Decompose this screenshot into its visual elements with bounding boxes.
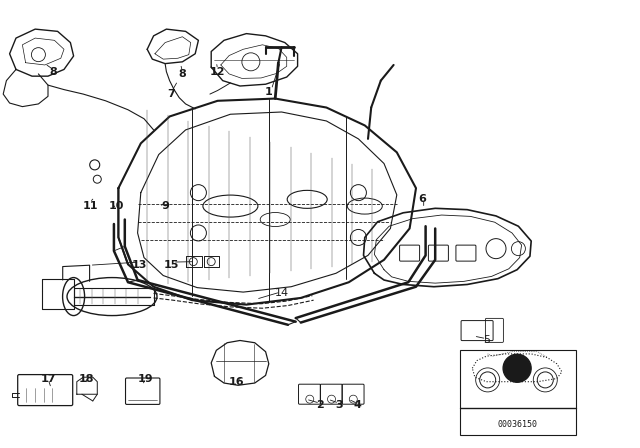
Text: 13: 13 xyxy=(132,260,147,270)
Text: 7: 7 xyxy=(168,89,175,99)
Text: 6: 6 xyxy=(419,194,426,204)
Text: 2: 2 xyxy=(316,401,324,410)
Text: 9: 9 xyxy=(161,201,169,211)
Text: 18: 18 xyxy=(79,374,94,383)
Text: 15: 15 xyxy=(164,260,179,270)
Text: 8: 8 xyxy=(49,67,57,77)
Text: 1: 1 xyxy=(265,87,273,97)
Text: 17: 17 xyxy=(40,374,56,383)
Text: 00036150: 00036150 xyxy=(497,420,537,429)
Text: 11: 11 xyxy=(83,201,99,211)
Circle shape xyxy=(538,372,553,388)
Text: 12: 12 xyxy=(210,67,225,77)
Text: 10: 10 xyxy=(109,201,124,211)
Text: 8: 8 xyxy=(179,69,186,79)
Text: 19: 19 xyxy=(138,374,154,383)
Text: 16: 16 xyxy=(229,377,244,387)
Text: 5: 5 xyxy=(483,336,490,345)
Circle shape xyxy=(480,372,496,388)
Text: 14: 14 xyxy=(275,289,289,298)
Circle shape xyxy=(503,354,531,382)
Text: 4: 4 xyxy=(353,401,361,410)
Text: 3: 3 xyxy=(335,401,343,410)
Bar xyxy=(460,350,576,435)
